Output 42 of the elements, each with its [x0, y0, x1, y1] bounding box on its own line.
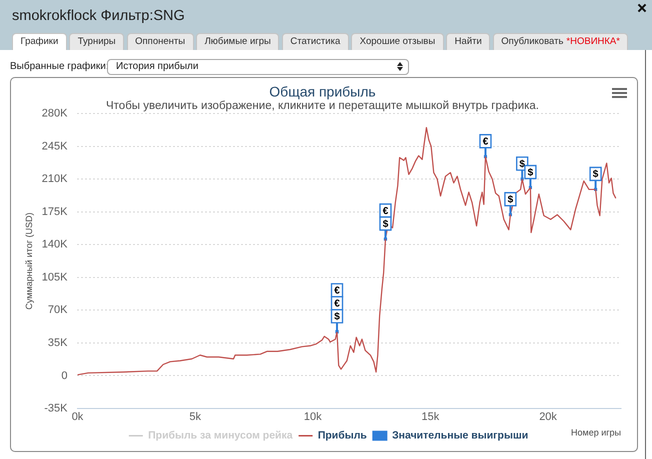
x-tick-label: 15k — [422, 411, 440, 424]
tab: Найти — [446, 33, 490, 50]
data-label: € — [482, 136, 489, 148]
tab: Хорошие отзывы — [351, 33, 444, 50]
data-label: $ — [334, 311, 340, 322]
x-axis-title: Номер игры — [571, 428, 621, 438]
y-tick-label: 175K — [42, 206, 68, 218]
tab: Турниры — [69, 33, 124, 50]
x-tick-label: 20k — [539, 411, 558, 424]
y-tick-label: 105K — [42, 271, 68, 284]
x-tick-label: 10k — [304, 411, 322, 424]
y-tick-label: -35K — [44, 402, 68, 415]
y-tick-label: 35K — [48, 337, 68, 349]
y-tick-label: 210K — [42, 173, 68, 186]
data-label: € — [382, 206, 389, 217]
data-label: $ — [508, 194, 514, 206]
y-tick-label: 280K — [42, 108, 68, 120]
tab: Статистика — [282, 33, 349, 50]
data-label: € — [334, 298, 340, 310]
y-tick-label: 0 — [61, 370, 68, 382]
legend-label: Значительные выигрыши — [392, 430, 528, 442]
legend-label: Прибыль — [318, 430, 368, 442]
tab: Опубликовать *НОВИНКА* — [492, 33, 628, 50]
y-tick-label: 245K — [42, 140, 68, 152]
data-label: € — [334, 285, 340, 296]
text: smokrokflock Фильтр:SNG — [12, 8, 185, 25]
y-tick-label: 140K — [42, 238, 68, 251]
data-label: $ — [382, 218, 389, 230]
y-axis-title: Суммарный итог (USD) — [24, 212, 34, 310]
tab: Любимые игры — [196, 33, 280, 50]
tab: Оппоненты — [126, 33, 194, 50]
x-tick-label: 5k — [189, 411, 202, 424]
tab: Графики — [12, 33, 67, 50]
data-label: $ — [519, 158, 526, 170]
data-label: $ — [528, 167, 534, 178]
y-tick-label: 70K — [48, 304, 68, 316]
x-tick-label: 0k — [72, 411, 84, 424]
chart-subtitle: Чтобы увеличить изображение, кликните и перетащите мышкой внутрь графика. — [106, 100, 539, 112]
data-label: $ — [592, 169, 599, 180]
text: Выбранные графики: — [10, 60, 109, 74]
chart-title: Общая прибыль — [269, 83, 376, 100]
select-field: История прибыли — [107, 59, 409, 75]
